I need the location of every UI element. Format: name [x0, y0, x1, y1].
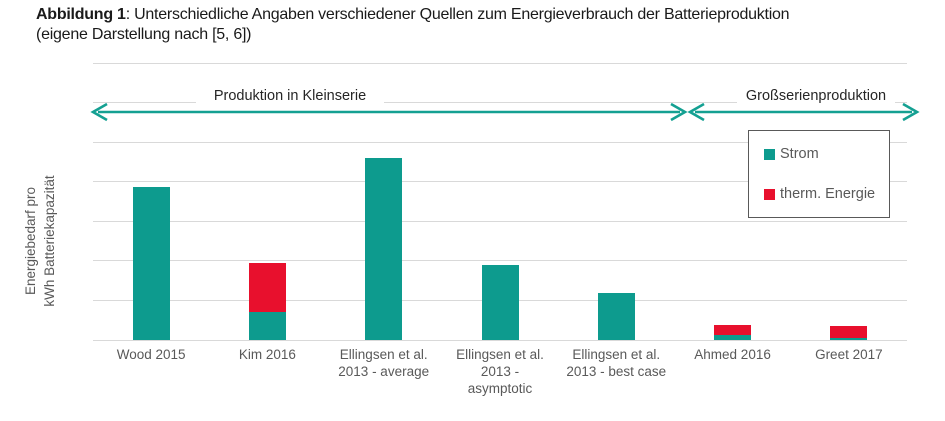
gridline	[93, 102, 907, 104]
legend: Strom therm. Energie	[748, 130, 890, 218]
x-axis-line	[93, 339, 907, 341]
x-axis-label: Greet 2017	[815, 347, 883, 362]
bar-segment-strom-ellingsen-et-al-2013-best-case	[597, 292, 635, 340]
figure-title-line1: Abbildung 1: Unterschiedliche Angaben ve…	[36, 5, 938, 25]
region-label-kleinserie: Produktion in Kleinserie	[196, 87, 384, 106]
figure-title-line2: (eigene Darstellung nach [5, 6])	[36, 26, 252, 43]
x-axis-label: Kim 2016	[238, 347, 296, 362]
legend-label: therm. Energie	[780, 186, 876, 202]
figure-title-text: : Unterschiedliche Angaben verschiedener…	[125, 6, 790, 23]
bar-segment-strom-kim-2016	[248, 312, 286, 340]
legend-item-strom: Strom	[764, 146, 885, 162]
region-label-grossserie: Großserienproduktion	[737, 87, 895, 106]
legend-item-therm-energie: therm. Energie	[764, 186, 885, 202]
y-axis-label-line2: kWh Batteriekapazität	[42, 175, 57, 307]
figure-title-number: Abbildung 1	[36, 6, 126, 23]
x-axis-label: Ellingsen et al. 2013 - best case	[566, 347, 667, 379]
figure-title: Abbildung 1: Unterschiedliche Angaben ve…	[36, 5, 938, 45]
bar-segment-therm-energie-greet-2017	[830, 326, 868, 338]
gridline	[93, 260, 907, 262]
bar-segment-therm-energie-kim-2016	[248, 263, 286, 313]
x-axis-label: Ellingsen et al. 2013 - average	[338, 347, 430, 379]
bar-segment-strom-wood-2015	[132, 186, 170, 340]
plot-area	[93, 62, 907, 341]
x-axis-label: Wood 2015	[116, 347, 186, 362]
gridline	[93, 220, 907, 222]
x-axis-label: Ellingsen et al. 2013 - asymptotic	[456, 347, 544, 396]
grossserie-double-arrow	[687, 102, 920, 122]
legend-swatch-therm-energie	[764, 188, 775, 200]
gridline	[93, 62, 907, 64]
legend-label: Strom	[780, 146, 819, 162]
x-axis-label: Ahmed 2016	[694, 347, 771, 362]
bar-segment-strom-greet-2017	[830, 338, 868, 340]
region-arrows	[90, 102, 920, 122]
bar-segment-therm-energie-ahmed-2016	[714, 324, 752, 335]
bar-segment-strom-ellingsen-et-al-2013-asymptotic	[481, 264, 519, 340]
kleinserie-double-arrow	[90, 102, 688, 122]
gridline	[93, 181, 907, 183]
legend-swatch-strom	[764, 148, 775, 160]
bar-segment-strom-ellingsen-et-al-2013-average	[365, 157, 403, 340]
y-axis-label: Energiebedarf pro kWh Batteriekapazität	[21, 121, 59, 361]
gridline	[93, 141, 907, 143]
y-axis-label-line1: Energiebedarf pro	[23, 186, 38, 296]
bar-segment-strom-ahmed-2016	[714, 334, 752, 340]
